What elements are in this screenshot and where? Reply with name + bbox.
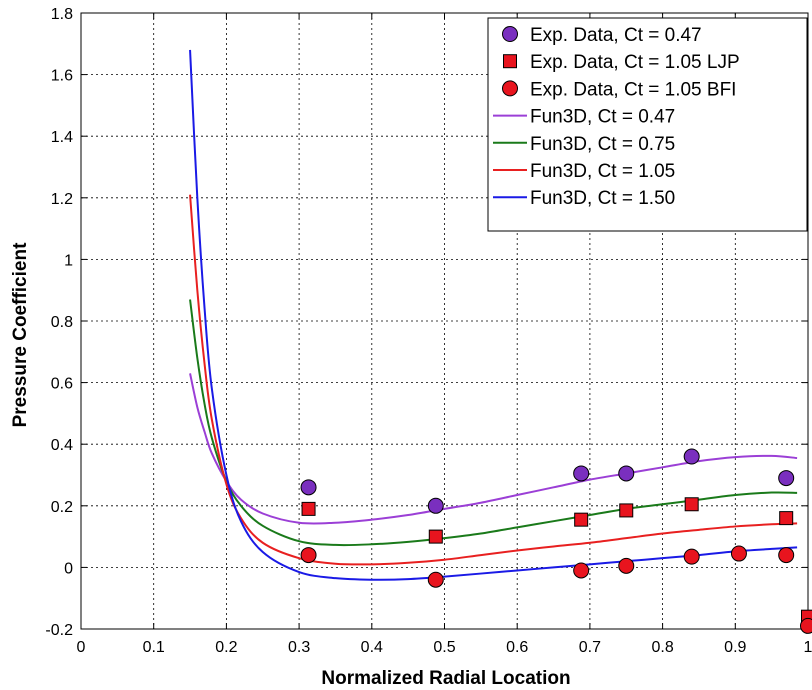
x-axis-label: Normalized Radial Location: [321, 668, 570, 689]
series-1-point: [684, 497, 699, 512]
series-0-point: [573, 465, 590, 482]
series-1-point: [779, 511, 794, 526]
x-tick-label: 0: [77, 639, 86, 656]
legend-label-1: Exp. Data, Ct = 1.05 LJP: [530, 52, 740, 73]
y-tick-label: 0: [64, 560, 73, 577]
series-2-point: [730, 545, 747, 562]
x-tick-label: 0.7: [579, 639, 601, 656]
series-0-point: [300, 479, 317, 496]
series-2-point: [800, 617, 812, 634]
series-1-point: [428, 529, 443, 544]
series-2-point: [618, 557, 635, 574]
series-0-point: [683, 448, 700, 465]
series-0-point: [778, 470, 795, 487]
y-tick-label: 0.6: [51, 376, 73, 393]
legend-label-4: Fun3D, Ct = 0.75: [530, 134, 675, 155]
series-line-4: [189, 299, 798, 547]
series-1-point: [619, 503, 634, 518]
legend-label-0: Exp. Data, Ct = 0.47: [530, 25, 702, 46]
series-2-point: [683, 548, 700, 565]
x-tick-label: 0.2: [215, 639, 237, 656]
x-tick-label: 0.3: [288, 639, 310, 656]
series-2-point: [427, 571, 444, 588]
legend-label-2: Exp. Data, Ct = 1.05 BFI: [530, 79, 736, 100]
x-tick-label: 0.1: [143, 639, 165, 656]
x-tick-label: 0.9: [724, 639, 746, 656]
series-0-point: [427, 497, 444, 514]
series-line-5: [189, 194, 798, 566]
series-0-point: [618, 465, 635, 482]
series-2-point: [300, 547, 317, 564]
legend-marker-2: [502, 80, 518, 97]
legend-marker-1: [503, 54, 517, 69]
y-tick-label: -0.2: [45, 622, 73, 639]
legend-label-5: Fun3D, Ct = 1.05: [530, 161, 675, 182]
legend-label-6: Fun3D, Ct = 1.50: [530, 188, 675, 209]
y-tick-label: 1.6: [51, 68, 73, 85]
y-tick-label: 1.8: [51, 6, 73, 23]
series-line-3: [189, 373, 798, 525]
y-tick-label: 0.2: [51, 499, 73, 516]
series-2-point: [573, 562, 590, 579]
x-tick-label: 1: [804, 639, 812, 656]
y-axis-label: Pressure Coefficient: [10, 242, 31, 427]
legend-label-3: Fun3D, Ct = 0.47: [530, 107, 675, 128]
x-tick-label: 0.5: [433, 639, 455, 656]
axis-ticks: 0 0.1 0.2 0.3 0.4 0.5 0.6 0.7 0.8 0.9 1-0.200.20.4…: [45, 6, 812, 656]
series-2-point: [778, 547, 795, 564]
legend-items: Exp. Data, Ct = 0.47 Exp. Data, Ct = 1.05…: [493, 25, 740, 209]
series-markers: [300, 448, 812, 634]
x-tick-label: 0.6: [506, 639, 528, 656]
y-tick-label: 1: [64, 252, 73, 269]
y-tick-label: 1.2: [51, 191, 73, 208]
series-1-point: [301, 501, 316, 516]
legend: Exp. Data, Ct = 0.47 Exp. Data, Ct = 1.05…: [487, 17, 808, 232]
legend-marker-0: [502, 26, 518, 42]
y-tick-label: 1.4: [51, 129, 73, 146]
x-tick-label: 0.8: [651, 639, 673, 656]
y-tick-label: 0.4: [51, 437, 73, 454]
x-tick-label: 0.4: [361, 639, 383, 656]
y-tick-label: 0.8: [51, 314, 73, 331]
series-lines: [189, 49, 798, 581]
series-1-point: [574, 512, 589, 527]
series-line-6: [189, 49, 798, 581]
legend-box: [487, 17, 808, 232]
